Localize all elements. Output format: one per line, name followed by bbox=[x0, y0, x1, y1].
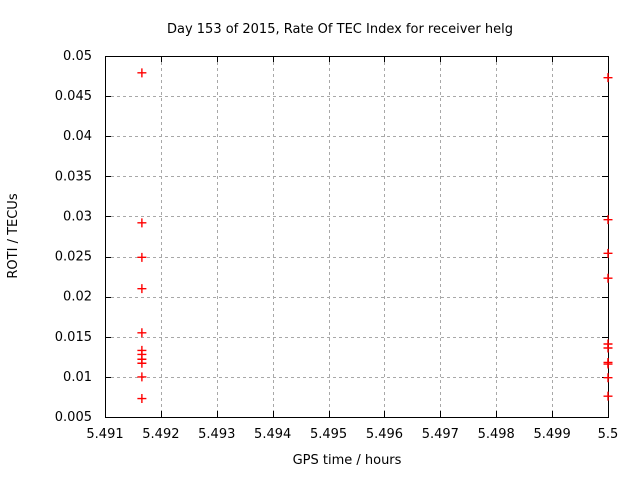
y-tick-label: 0.05 bbox=[63, 49, 92, 64]
x-tick-label: 5.494 bbox=[254, 427, 291, 442]
data-point-marker bbox=[603, 373, 613, 383]
x-tick-label: 5.491 bbox=[86, 427, 123, 442]
x-tick-labels: 5.491 5.492 5.493 5.494 5.495 5.496 5.497 5.498… bbox=[86, 427, 618, 442]
y-tick-label: 0.04 bbox=[63, 129, 92, 144]
data-points bbox=[137, 68, 613, 404]
x-tick-label: 5.498 bbox=[478, 427, 515, 442]
grid-lines bbox=[105, 56, 609, 418]
plot-border bbox=[105, 56, 609, 418]
x-tick-label: 5.499 bbox=[534, 427, 571, 442]
y-tick-label: 0.01 bbox=[63, 370, 92, 385]
y-axis-label: ROTI / TECUs bbox=[6, 193, 21, 278]
data-point-marker bbox=[137, 218, 147, 228]
x-axis-label: GPS time / hours bbox=[293, 453, 402, 468]
data-point-marker bbox=[137, 372, 147, 382]
data-point-marker bbox=[137, 394, 147, 404]
x-tick-label: 5.493 bbox=[198, 427, 235, 442]
y-tick-label: 0.02 bbox=[63, 290, 92, 305]
data-point-marker bbox=[137, 284, 147, 294]
data-point-marker bbox=[137, 358, 147, 368]
data-point-marker bbox=[137, 328, 147, 338]
data-point-marker bbox=[137, 252, 147, 262]
data-point-marker bbox=[603, 359, 613, 369]
y-tick-label: 0.045 bbox=[55, 89, 92, 104]
data-point-marker bbox=[603, 273, 613, 283]
x-tick-label: 5.5 bbox=[598, 427, 619, 442]
data-point-marker bbox=[603, 73, 613, 83]
chart-title: Day 153 of 2015, Rate Of TEC Index for r… bbox=[167, 22, 513, 37]
x-tick-label: 5.495 bbox=[310, 427, 347, 442]
data-point-marker bbox=[137, 68, 147, 78]
x-tick-label: 5.496 bbox=[366, 427, 403, 442]
data-point-marker bbox=[603, 391, 613, 401]
axis-tick-marks bbox=[105, 56, 609, 418]
data-point-marker bbox=[603, 343, 613, 353]
x-tick-label: 5.492 bbox=[142, 427, 179, 442]
y-tick-label: 0.015 bbox=[55, 330, 92, 345]
data-point-marker bbox=[603, 215, 613, 225]
y-tick-labels: 0.005 0.01 0.015 0.02 0.025 0.03 0.035 0.04 0.04… bbox=[55, 49, 92, 425]
data-point-marker bbox=[603, 248, 613, 258]
y-tick-label: 0.025 bbox=[55, 250, 92, 265]
y-tick-label: 0.005 bbox=[55, 410, 92, 425]
y-tick-label: 0.03 bbox=[63, 209, 92, 224]
x-tick-label: 5.497 bbox=[422, 427, 459, 442]
y-tick-label: 0.035 bbox=[55, 169, 92, 184]
